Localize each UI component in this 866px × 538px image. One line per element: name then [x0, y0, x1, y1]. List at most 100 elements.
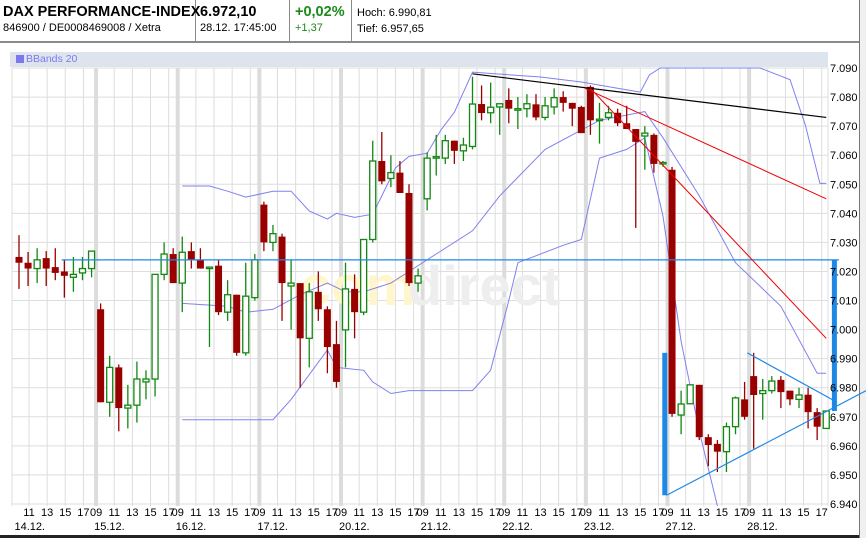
x-date-label: 28.12.	[747, 521, 778, 533]
x-tick-label: 17	[734, 507, 746, 519]
candle	[423, 152, 431, 211]
x-tick-label: 13	[698, 507, 710, 519]
candle	[187, 242, 195, 269]
candle-body	[305, 291, 313, 339]
candle	[786, 390, 794, 406]
candle-body	[42, 258, 50, 269]
x-tick-label: 13	[453, 507, 465, 519]
triangle-lower-line	[666, 390, 866, 496]
candle	[314, 271, 322, 321]
x-tick-label: 15	[226, 507, 238, 519]
candle	[106, 355, 114, 417]
candle-body	[323, 309, 331, 348]
candle	[287, 259, 295, 330]
scrollbar[interactable]	[860, 0, 866, 538]
candle	[432, 134, 440, 176]
candle	[51, 248, 59, 281]
candle-body	[351, 288, 359, 313]
candle-body	[151, 273, 159, 380]
candle	[260, 201, 268, 252]
candle	[586, 85, 594, 135]
vertical-bar	[662, 352, 668, 496]
day-separator	[94, 68, 99, 506]
candle-body	[804, 394, 812, 413]
candle-body	[731, 397, 740, 428]
candle-body	[133, 378, 141, 406]
candle-body	[523, 103, 531, 110]
x-tick-label: 09	[90, 507, 102, 519]
window-divider	[859, 0, 860, 538]
candle	[178, 236, 186, 313]
candle-body	[677, 403, 685, 416]
candle	[251, 254, 259, 301]
x-date-label: 23.12.	[584, 521, 615, 533]
x-tick-label: 15	[634, 507, 646, 519]
candle-body	[187, 251, 195, 260]
candle	[478, 85, 486, 121]
candle	[759, 379, 767, 420]
candle-body	[468, 103, 477, 148]
candle-body	[215, 265, 223, 313]
candle-body	[795, 394, 803, 401]
candle	[323, 306, 331, 374]
candle	[42, 251, 50, 286]
x-tick-label: 17	[652, 507, 664, 519]
x-tick-label: 17	[407, 507, 419, 519]
x-date-label: 16.12.	[176, 521, 207, 533]
x-date-label: 14.12.	[14, 521, 45, 533]
candle-body	[251, 259, 259, 299]
candle	[160, 242, 168, 281]
candle-body	[768, 380, 776, 392]
x-tick-label: 17	[571, 507, 583, 519]
indicator-legend[interactable]: BBands 20	[10, 52, 828, 67]
candle-body	[178, 251, 186, 284]
candle	[441, 134, 449, 164]
candle	[695, 384, 703, 441]
candle-body	[586, 86, 594, 121]
candle	[523, 94, 531, 118]
x-tick-label: 09	[498, 507, 510, 519]
candle	[278, 233, 286, 321]
trendline-red-1	[584, 87, 827, 200]
y-tick-label: 6.960	[830, 441, 858, 453]
y-tick-label: 7.060	[830, 150, 858, 162]
y-tick-label: 6.940	[830, 499, 858, 511]
x-tick-label: 15	[553, 507, 565, 519]
candle	[223, 280, 232, 321]
candle	[486, 82, 495, 124]
bband-upper	[182, 67, 827, 220]
candle	[722, 422, 731, 473]
quote-header: DAX PERFORMANCE-INDEX 846900 / DE0008469…	[0, 0, 859, 43]
legend-swatch-icon	[16, 55, 24, 63]
candle	[505, 88, 513, 124]
candle	[568, 102, 576, 127]
day-low: Tief: 6.957,65	[357, 23, 424, 35]
candle	[577, 105, 585, 134]
candle-body	[822, 410, 830, 430]
x-tick-label: 15	[389, 507, 401, 519]
candle-body	[604, 112, 613, 119]
candle-body	[423, 157, 431, 200]
watermark-logo: com direct	[300, 254, 561, 317]
candle	[351, 274, 359, 339]
candle	[296, 283, 304, 388]
y-tick-label: 7.030	[830, 237, 858, 249]
x-tick-label: 13	[41, 507, 53, 519]
candle	[215, 259, 223, 316]
candle-body	[614, 112, 622, 124]
change-percent: +0,02%	[295, 4, 345, 20]
x-tick-label: 17	[326, 507, 338, 519]
candle-body	[332, 344, 340, 382]
candle	[60, 259, 68, 298]
candle	[414, 268, 422, 292]
day-high: Hoch: 6.990,81	[357, 7, 432, 19]
candle	[133, 361, 141, 423]
candle-body	[296, 283, 304, 339]
day-separator	[257, 68, 262, 506]
candle-body	[532, 104, 540, 118]
candle-body	[759, 389, 767, 395]
candle-body	[659, 161, 667, 165]
candle	[677, 390, 685, 435]
x-tick-label: 11	[190, 507, 201, 519]
